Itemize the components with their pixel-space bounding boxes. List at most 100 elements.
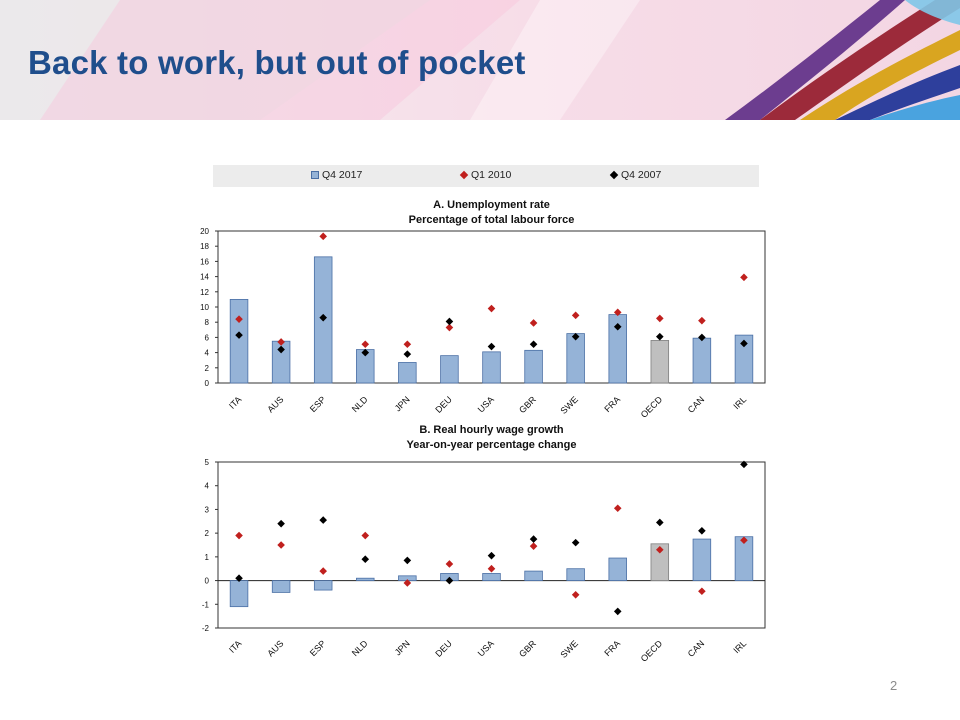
y-tick-label-unemployment: 14 bbox=[200, 273, 209, 282]
bar-unemployment-jpn bbox=[398, 362, 417, 384]
point-unemployment-q1-2010-fra bbox=[613, 308, 622, 317]
chart-title-unemployment: A. Unemployment rate bbox=[433, 199, 550, 211]
x-tick-label-wage: NLD bbox=[350, 638, 370, 658]
bar-unemployment-gbr bbox=[524, 349, 543, 384]
point-unemployment-q4-2007-esp bbox=[319, 313, 327, 322]
legend-bar-swatch bbox=[311, 171, 319, 179]
legend-item-q4-2007: Q4 2007 bbox=[609, 169, 662, 181]
bar-unemployment-irl bbox=[734, 334, 754, 384]
point-unemployment-q1-2010-deu bbox=[445, 323, 454, 332]
x-tick-label-wage: DEU bbox=[433, 638, 454, 659]
point-wage-q4-2007-esp bbox=[319, 516, 327, 524]
bar-wage-usa bbox=[482, 573, 501, 581]
x-tick-label-unemployment: OECD bbox=[639, 394, 665, 420]
point-unemployment-q4-2007-usa bbox=[487, 342, 496, 351]
y-tick-label-wage: 0 bbox=[205, 577, 210, 586]
point-unemployment-q4-2007-aus bbox=[277, 345, 285, 354]
bar-unemployment-usa bbox=[482, 351, 501, 384]
point-unemployment-q4-2007-fra bbox=[613, 322, 622, 331]
bar-unemployment-ita bbox=[229, 298, 249, 384]
y-tick-label-unemployment: 6 bbox=[205, 333, 210, 342]
x-tick-label-wage: ITA bbox=[227, 638, 244, 655]
y-tick-label-unemployment: 2 bbox=[205, 364, 210, 373]
x-tick-label-wage: CAN bbox=[686, 638, 707, 659]
point-wage-q4-2007-usa bbox=[487, 551, 496, 560]
x-tick-label-unemployment: FRA bbox=[602, 394, 622, 414]
point-unemployment-q1-2010-aus bbox=[277, 338, 285, 346]
point-wage-q1-2010-ita bbox=[235, 531, 243, 540]
point-unemployment-q1-2010-nld bbox=[361, 340, 370, 349]
x-tick-label-wage: AUS bbox=[265, 638, 285, 658]
bar-wage-ita bbox=[229, 580, 249, 608]
y-tick-label-unemployment: 20 bbox=[200, 227, 209, 236]
point-wage-q4-2007-aus bbox=[277, 519, 285, 528]
point-wage-q4-2007-deu bbox=[445, 576, 454, 585]
point-unemployment-q4-2007-ita bbox=[235, 331, 243, 339]
point-unemployment-q1-2010-jpn bbox=[403, 340, 412, 349]
legend-item-q1-2010: Q1 2010 bbox=[459, 169, 512, 181]
point-wage-q1-2010-aus bbox=[277, 541, 285, 549]
point-wage-q1-2010-esp bbox=[319, 567, 327, 575]
point-wage-q4-2007-gbr bbox=[529, 535, 538, 543]
bar-wage-oecd bbox=[650, 543, 670, 581]
bar-wage-swe bbox=[566, 568, 585, 581]
y-tick-label-wage: -2 bbox=[202, 624, 210, 633]
point-unemployment-q4-2007-jpn bbox=[403, 350, 412, 358]
x-tick-label-unemployment: GBR bbox=[517, 394, 538, 415]
point-unemployment-q4-2007-nld bbox=[361, 348, 370, 357]
x-tick-label-wage: JPN bbox=[393, 638, 412, 657]
point-unemployment-q1-2010-oecd bbox=[656, 314, 664, 323]
bar-wage-aus bbox=[271, 580, 291, 593]
bar-wage-nld bbox=[356, 577, 375, 581]
bar-wage-fra bbox=[608, 557, 627, 581]
point-wage-q4-2007-oecd bbox=[656, 518, 664, 527]
point-unemployment-q1-2010-gbr bbox=[529, 319, 538, 327]
point-unemployment-q1-2010-can bbox=[698, 316, 706, 325]
point-wage-q1-2010-fra bbox=[613, 504, 622, 513]
legend-label-q4-2017: Q4 2017 bbox=[322, 169, 363, 181]
point-wage-q4-2007-can bbox=[698, 526, 706, 535]
x-tick-label-wage: IRL bbox=[731, 638, 748, 655]
bar-wage-esp bbox=[313, 580, 333, 591]
point-unemployment-q4-2007-irl bbox=[740, 339, 748, 348]
point-wage-q1-2010-jpn bbox=[403, 579, 412, 587]
x-tick-label-unemployment: DEU bbox=[433, 394, 454, 415]
point-unemployment-q1-2010-irl bbox=[740, 273, 748, 282]
y-tick-label-wage: 3 bbox=[205, 505, 210, 514]
x-tick-label-unemployment: ESP bbox=[308, 394, 328, 414]
y-tick-label-wage: -1 bbox=[202, 600, 210, 609]
y-tick-label-wage: 5 bbox=[205, 458, 210, 467]
page-number: 2 bbox=[890, 678, 898, 693]
header-banner bbox=[0, 0, 960, 120]
point-unemployment-q4-2007-deu bbox=[445, 317, 454, 326]
y-tick-label-unemployment: 4 bbox=[205, 349, 210, 358]
legend-label-q1-2010: Q1 2010 bbox=[471, 169, 512, 181]
x-tick-label-unemployment: ITA bbox=[227, 394, 244, 411]
point-wage-q1-2010-oecd bbox=[656, 545, 664, 554]
y-tick-label-unemployment: 10 bbox=[200, 303, 209, 312]
bar-unemployment-swe bbox=[566, 333, 585, 384]
x-tick-label-wage: ESP bbox=[308, 638, 328, 658]
point-unemployment-q1-2010-usa bbox=[487, 304, 496, 313]
point-wage-q1-2010-usa bbox=[487, 564, 496, 573]
x-tick-label-wage: OECD bbox=[639, 638, 665, 664]
point-wage-q1-2010-can bbox=[698, 587, 706, 596]
y-tick-label-wage: 2 bbox=[205, 529, 210, 538]
y-tick-label-wage: 4 bbox=[205, 482, 210, 491]
x-tick-label-wage: FRA bbox=[602, 638, 622, 658]
x-tick-label-wage: USA bbox=[476, 638, 496, 658]
bar-wage-gbr bbox=[524, 570, 543, 581]
plot-area-wage bbox=[217, 461, 766, 629]
x-tick-label-unemployment: USA bbox=[476, 394, 496, 414]
y-tick-label-unemployment: 12 bbox=[200, 288, 209, 297]
y-tick-label-unemployment: 16 bbox=[200, 257, 209, 266]
chart-subtitle-wage: Year-on-year percentage change bbox=[407, 439, 577, 451]
point-unemployment-q4-2007-swe bbox=[571, 332, 580, 341]
point-wage-q4-2007-ita bbox=[235, 574, 243, 582]
point-wage-q4-2007-nld bbox=[361, 555, 370, 564]
point-unemployment-q1-2010-swe bbox=[571, 311, 580, 320]
point-unemployment-q4-2007-oecd bbox=[656, 332, 664, 341]
legend-label-q4-2007: Q4 2007 bbox=[621, 169, 662, 181]
x-tick-label-unemployment: IRL bbox=[731, 394, 748, 411]
